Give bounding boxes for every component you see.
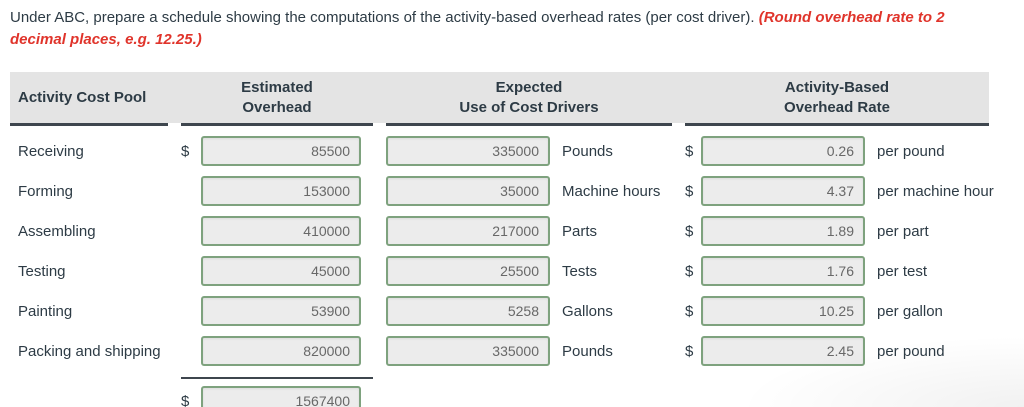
dollar-sign: $ [685,262,694,280]
total-dollar-sign: $ [181,392,190,407]
expected-use-input[interactable] [386,256,550,286]
instructions: Under ABC, prepare a schedule showing th… [0,0,1014,51]
rate-input[interactable] [701,216,865,246]
expected-use-input[interactable] [386,336,550,366]
instructions-text: Under ABC, prepare a schedule showing th… [10,9,759,26]
rate-input[interactable] [701,176,865,206]
driver-label: Machine hours [562,182,661,200]
table-row: Testing Tests $ per test [10,251,989,291]
table-row: Assembling Parts $ per part [10,211,989,251]
estimated-overhead-input[interactable] [201,176,361,206]
dollar-sign: $ [685,302,694,320]
instructions-emphasis: (Round overhead rate to 2 decimal places… [10,9,945,48]
pool-label: Receiving [18,142,84,160]
driver-label: Pounds [562,142,613,160]
total-overhead-input[interactable] [201,386,361,407]
total-section: $ [181,377,373,407]
expected-use-input[interactable] [386,216,550,246]
rate-input[interactable] [701,296,865,326]
dollar-sign: $ [685,182,694,200]
driver-label: Pounds [562,342,613,360]
dollar-sign: $ [685,142,694,160]
header-rule [181,123,373,126]
table-header-row: Activity Cost Pool Estimated Overhead Ex… [10,72,989,123]
header-rule [386,123,672,126]
estimated-overhead-input[interactable] [201,256,361,286]
expected-use-input[interactable] [386,296,550,326]
dollar-sign: $ [685,342,694,360]
pool-label: Assembling [18,222,96,240]
estimated-overhead-input[interactable] [201,136,361,166]
pool-label: Testing [18,262,66,280]
pool-label: Forming [18,182,74,200]
rate-input[interactable] [701,256,865,286]
header-rules [10,123,989,126]
pool-label: Packing and shipping [18,342,161,360]
total-rule-top [181,377,373,379]
rate-unit-label: per part [877,222,929,240]
table-row: Packing and shipping Pounds $ per pound [10,331,989,371]
rate-unit-label: per gallon [877,302,943,320]
expected-use-input[interactable] [386,136,550,166]
rate-input[interactable] [701,136,865,166]
driver-label: Gallons [562,302,613,320]
rate-input[interactable] [701,336,865,366]
expected-use-input[interactable] [386,176,550,206]
rate-unit-label: per machine hour [877,182,994,200]
header-estimated-overhead: Estimated Overhead [241,78,313,116]
table-row: Painting Gallons $ per gallon [10,291,989,331]
header-expected-use: Expected Use of Cost Drivers [459,78,599,116]
rate-unit-label: per pound [877,142,945,160]
header-activity-cost-pool: Activity Cost Pool [18,88,147,106]
rate-unit-label: per pound [877,342,945,360]
rate-unit-label: per test [877,262,928,280]
pool-label: Painting [18,302,73,320]
estimated-overhead-input[interactable] [201,336,361,366]
table-row: Receiving $ Pounds $ per pound [10,131,989,171]
dollar-sign: $ [181,142,190,160]
header-rule [10,123,168,126]
driver-label: Parts [562,222,598,240]
driver-label: Tests [562,262,598,280]
table-row: Forming Machine hours $ per machine hour [10,171,994,211]
estimated-overhead-input[interactable] [201,296,361,326]
estimated-overhead-input[interactable] [201,216,361,246]
dollar-sign: $ [685,222,694,240]
header-overhead-rate: Activity-Based Overhead Rate [784,78,890,116]
header-rule [685,123,989,126]
